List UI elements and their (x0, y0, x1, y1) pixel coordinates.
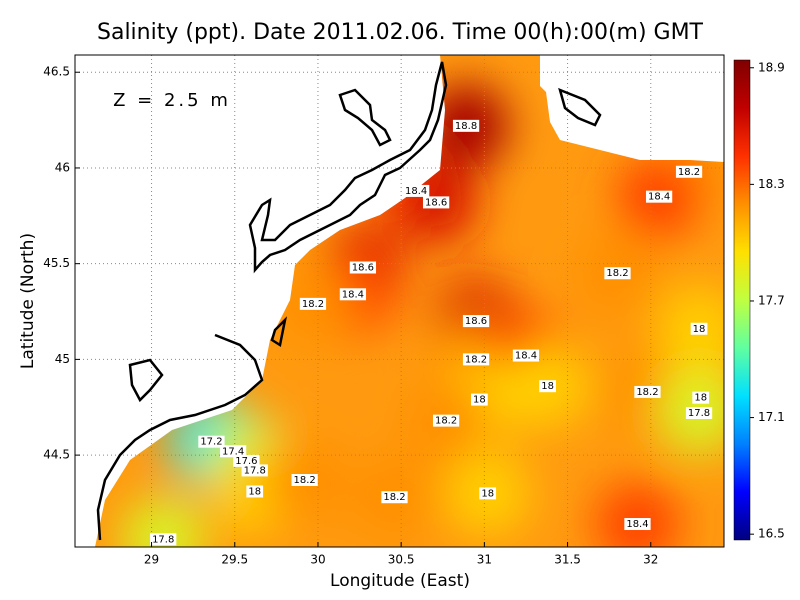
contour-label-box (645, 190, 673, 203)
coast-path (96, 333, 264, 541)
contour-label: 18 (541, 381, 554, 392)
y-axis-label: Latitude (North) (18, 233, 38, 369)
contour-label-box (381, 491, 408, 504)
contour-label-box (624, 518, 651, 531)
contour-label-box (462, 353, 490, 366)
contour-label-box (422, 196, 450, 209)
contour-label-box (675, 165, 703, 178)
x-tick-label: 29 (144, 553, 159, 567)
coast-path (338, 88, 392, 147)
contour-label-box (512, 349, 540, 362)
contour-label-box (690, 322, 708, 335)
contour-label-box (403, 184, 430, 197)
contour-label: 18.6 (352, 262, 374, 273)
contour-label-box (299, 297, 327, 310)
coastline (96, 61, 602, 541)
contour-label: 18.4 (342, 289, 364, 300)
contour-label-box (471, 393, 488, 406)
y-tick-label: 46.5 (43, 65, 70, 79)
contour-label: 18.8 (455, 121, 477, 132)
x-axis-label: Longitude (East) (330, 571, 470, 591)
chart-title: Salinity (ppt). Date 2011.02.06. Time 00… (97, 20, 704, 45)
contour-label-box (634, 385, 661, 398)
contour-label-box (219, 445, 247, 458)
contour-label-box (233, 454, 260, 467)
coast-path (248, 61, 448, 274)
y-tick-label: 44.5 (43, 448, 70, 462)
plot-frame (74, 54, 725, 548)
x-tick-label: 31 (477, 553, 492, 567)
y-tick-label: 45.5 (43, 256, 70, 270)
contour-label: 18.2 (302, 299, 324, 310)
colorbar-tick-label: 17.1 (758, 410, 785, 424)
contour-label: 17.8 (152, 534, 174, 545)
contour-label: 18.2 (435, 416, 457, 427)
y-tick-label: 46 (55, 160, 70, 174)
coast-path (558, 87, 602, 127)
contour-label-box (604, 267, 631, 280)
colorbar-tick-label: 17.7 (758, 293, 785, 307)
no-data-mask (540, 55, 724, 162)
contour-label: 18.4 (648, 192, 670, 203)
contour-label: 18 (694, 393, 707, 404)
contour-label: 18.2 (383, 492, 405, 503)
contour-label-box (349, 261, 377, 274)
contour-label-box (291, 473, 318, 486)
contour-label-box (692, 391, 710, 404)
contour-label-box (432, 414, 460, 427)
contour-label: 17.4 (222, 446, 244, 457)
salinity-blob (657, 286, 724, 371)
x-tick-label: 29.5 (221, 553, 248, 567)
contour-label: 18 (481, 488, 494, 499)
contour-label-box (452, 119, 480, 132)
contour-label-box (150, 533, 177, 546)
contour-label: 18.4 (626, 519, 648, 530)
contour-label: 17.2 (200, 437, 222, 448)
contour-label-box (241, 464, 268, 477)
y-tick-label: 45 (55, 352, 70, 366)
x-tick-label: 32 (643, 553, 658, 567)
contour-label: 18.2 (294, 475, 316, 486)
contour-label-box (246, 485, 264, 498)
contour-label: 18.6 (425, 197, 447, 208)
contour-label-box (685, 406, 713, 419)
contour-label-box (462, 315, 490, 328)
colorbar-tick-label: 18.9 (758, 60, 785, 74)
depth-label: Z = 2.5 m (113, 90, 231, 111)
contour-label: 18.2 (465, 354, 487, 365)
contour-label-box (339, 288, 367, 301)
contour-label: 18 (248, 486, 261, 497)
contour-labels: 18.818.418.618.218.418.618.218.418.218.6… (150, 119, 713, 546)
contour-label: 18.4 (515, 351, 537, 362)
contour-label: 17.8 (688, 408, 710, 419)
contour-label: 17.6 (235, 456, 257, 467)
land-mask (75, 55, 445, 547)
x-tick-label: 30.5 (388, 553, 415, 567)
colorbar-tick-label: 16.5 (758, 527, 785, 541)
salinity-blob (121, 497, 206, 547)
contour-label-box (539, 380, 556, 393)
x-tick-label: 31.5 (554, 553, 581, 567)
contour-label: 18.6 (465, 316, 487, 327)
grid (75, 55, 724, 547)
contour-label: 18.2 (636, 387, 658, 398)
colorbar (733, 59, 751, 541)
salinity-blob (595, 482, 680, 547)
x-tick-label: 30 (310, 553, 325, 567)
colorbar-tick-label: 18.3 (758, 177, 785, 191)
contour-label-box (479, 487, 497, 500)
contour-label: 18 (473, 395, 486, 406)
contour-label: 18.2 (678, 167, 700, 178)
coast-path (270, 316, 288, 348)
contour-label: 18 (693, 324, 706, 335)
coast-path (128, 358, 164, 403)
contour-label: 18.4 (405, 186, 427, 197)
contour-label-box (198, 435, 225, 448)
contour-label: 18.2 (606, 268, 628, 279)
land (75, 55, 724, 547)
contour-label: 17.8 (244, 465, 266, 476)
